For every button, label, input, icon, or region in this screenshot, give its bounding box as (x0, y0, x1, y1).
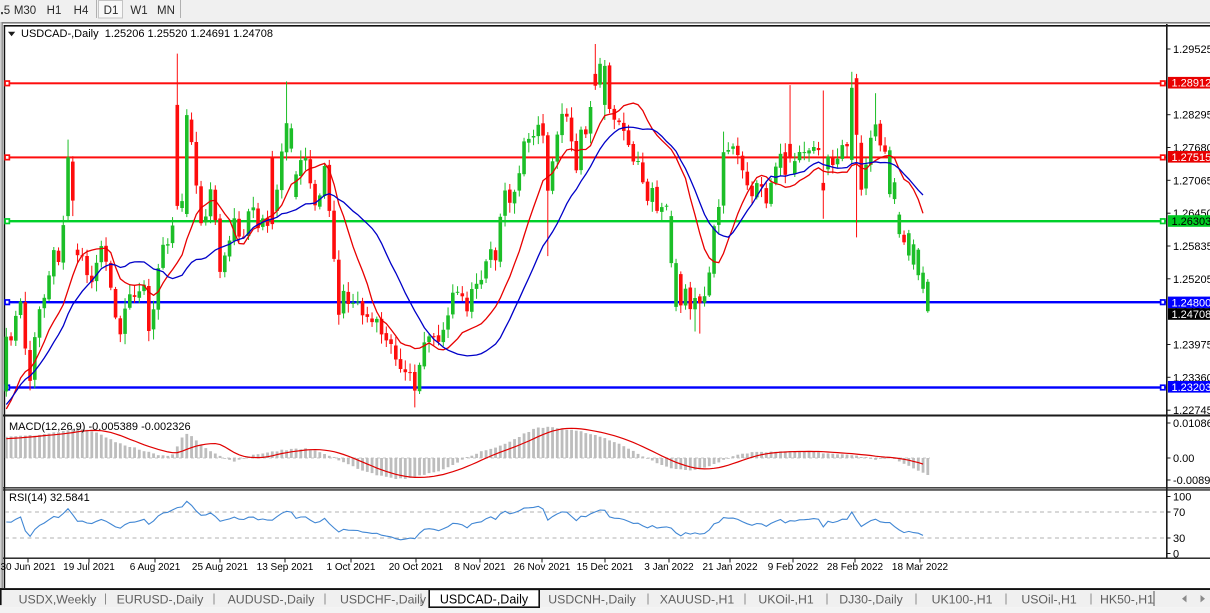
svg-text:6 Aug 2021: 6 Aug 2021 (130, 562, 181, 573)
svg-text:25 Aug 2021: 25 Aug 2021 (192, 562, 249, 573)
svg-text:-0.008974: -0.008974 (1173, 475, 1210, 487)
svg-text:D1: D1 (104, 5, 119, 17)
svg-text:UK100-,H1: UK100-,H1 (932, 593, 993, 607)
svg-text:1.24800: 1.24800 (1172, 297, 1210, 309)
svg-text:USDCHF-,Daily: USDCHF-,Daily (340, 593, 427, 607)
svg-text:1.28295: 1.28295 (1173, 110, 1210, 122)
svg-text:100: 100 (1173, 492, 1191, 504)
svg-text:26 Nov 2021: 26 Nov 2021 (514, 562, 571, 573)
svg-text:XAUUSD-,H1: XAUUSD-,H1 (660, 593, 735, 607)
svg-text:EURUSD-,Daily: EURUSD-,Daily (117, 593, 205, 607)
svg-text:1.23203: 1.23203 (1172, 382, 1210, 394)
svg-text:USDCAD-,Daily: USDCAD-,Daily (440, 593, 529, 607)
svg-text:8 Nov 2021: 8 Nov 2021 (454, 562, 506, 573)
svg-text:1.27065: 1.27065 (1173, 175, 1210, 187)
svg-text:AUDUSD-,Daily: AUDUSD-,Daily (228, 593, 316, 607)
svg-text:1.29525: 1.29525 (1173, 44, 1210, 56)
svg-text:18 Mar 2022: 18 Mar 2022 (892, 562, 949, 573)
svg-text:USDCNH-,Daily: USDCNH-,Daily (548, 593, 636, 607)
svg-text:H1: H1 (47, 5, 62, 17)
svg-text:15 Dec 2021: 15 Dec 2021 (577, 562, 634, 573)
svg-text:13 Sep 2021: 13 Sep 2021 (257, 562, 314, 573)
svg-text:0: 0 (1173, 549, 1179, 561)
svg-text:MACD(12,26,9) -0.005389 -0.002: MACD(12,26,9) -0.005389 -0.002326 (9, 421, 191, 433)
svg-text:1.22745: 1.22745 (1173, 405, 1210, 417)
svg-text:DJ30-,Daily: DJ30-,Daily (839, 593, 903, 607)
svg-text:1.23975: 1.23975 (1173, 340, 1210, 352)
svg-text:1.27515: 1.27515 (1172, 152, 1210, 164)
svg-text:M30: M30 (14, 5, 36, 17)
svg-text:USOil-,H1: USOil-,H1 (1021, 593, 1077, 607)
svg-text:9 Feb 2022: 9 Feb 2022 (768, 562, 819, 573)
svg-text:1.28912: 1.28912 (1172, 78, 1210, 90)
svg-text:RSI(14) 32.5841: RSI(14) 32.5841 (9, 492, 90, 504)
svg-text:1.25835: 1.25835 (1173, 241, 1210, 253)
svg-text:USDCAD-,Daily 1.25206 1.25520: USDCAD-,Daily 1.25206 1.25520 1.24691 1.… (21, 28, 273, 40)
svg-text:1.24708: 1.24708 (1172, 309, 1210, 321)
svg-text:5: 5 (4, 5, 10, 17)
svg-text:19 Jul 2021: 19 Jul 2021 (63, 562, 115, 573)
svg-text:HK50-,H1: HK50-,H1 (1100, 593, 1154, 607)
svg-text:28 Feb 2022: 28 Feb 2022 (827, 562, 884, 573)
svg-text:UKOil-,H1: UKOil-,H1 (758, 593, 814, 607)
svg-text:21 Jan 2022: 21 Jan 2022 (702, 562, 757, 573)
svg-text:0.00: 0.00 (1173, 453, 1194, 465)
svg-text:H4: H4 (74, 5, 89, 17)
svg-text:W1: W1 (130, 5, 147, 17)
svg-text:1 Oct 2021: 1 Oct 2021 (327, 562, 376, 573)
svg-text:MN: MN (157, 5, 175, 17)
svg-text:30: 30 (1173, 533, 1185, 545)
svg-text:70: 70 (1173, 507, 1185, 519)
svg-text:20 Oct 2021: 20 Oct 2021 (389, 562, 444, 573)
svg-text:30 Jun 2021: 30 Jun 2021 (0, 562, 55, 573)
svg-text:1.26303: 1.26303 (1172, 216, 1210, 228)
svg-text:3 Jan 2022: 3 Jan 2022 (644, 562, 694, 573)
svg-text:1.25205: 1.25205 (1173, 274, 1210, 286)
svg-text:0.010869: 0.010869 (1173, 418, 1210, 430)
svg-text:USDX,Weekly: USDX,Weekly (19, 593, 98, 607)
